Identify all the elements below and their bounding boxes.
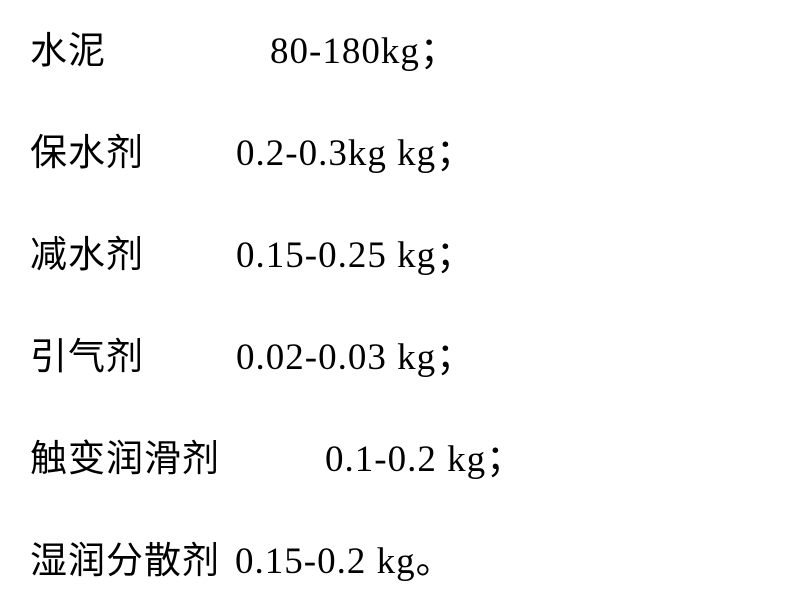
ingredient-label: 湿润分散剂 (30, 530, 235, 584)
ingredient-label: 引气剂 (30, 326, 236, 380)
ingredient-label: 保水剂 (30, 122, 236, 176)
table-row: 水泥 80-180kg； (30, 20, 760, 74)
composition-list: 水泥 80-180kg； 保水剂 0.2-0.3kg kg； 减水剂 0.15-… (0, 0, 790, 599)
table-row: 减水剂 0.15-0.25 kg； (30, 224, 760, 278)
table-row: 湿润分散剂 0.15-0.2 kg。 (30, 530, 760, 584)
ingredient-label: 水泥 (30, 20, 270, 74)
table-row: 触变润滑剂 0.1-0.2 kg； (30, 428, 760, 482)
ingredient-value: 0.1-0.2 kg； (325, 428, 524, 482)
ingredient-value: 0.02-0.03 kg； (236, 326, 474, 380)
table-row: 引气剂 0.02-0.03 kg； (30, 326, 760, 380)
ingredient-value: 0.15-0.2 kg。 (235, 530, 454, 584)
ingredient-value: 80-180kg； (270, 20, 458, 74)
ingredient-label: 减水剂 (30, 224, 236, 278)
ingredient-value: 0.2-0.3kg kg； (236, 122, 474, 176)
ingredient-value: 0.15-0.25 kg； (236, 224, 474, 278)
ingredient-label: 触变润滑剂 (30, 428, 325, 482)
table-row: 保水剂 0.2-0.3kg kg； (30, 122, 760, 176)
